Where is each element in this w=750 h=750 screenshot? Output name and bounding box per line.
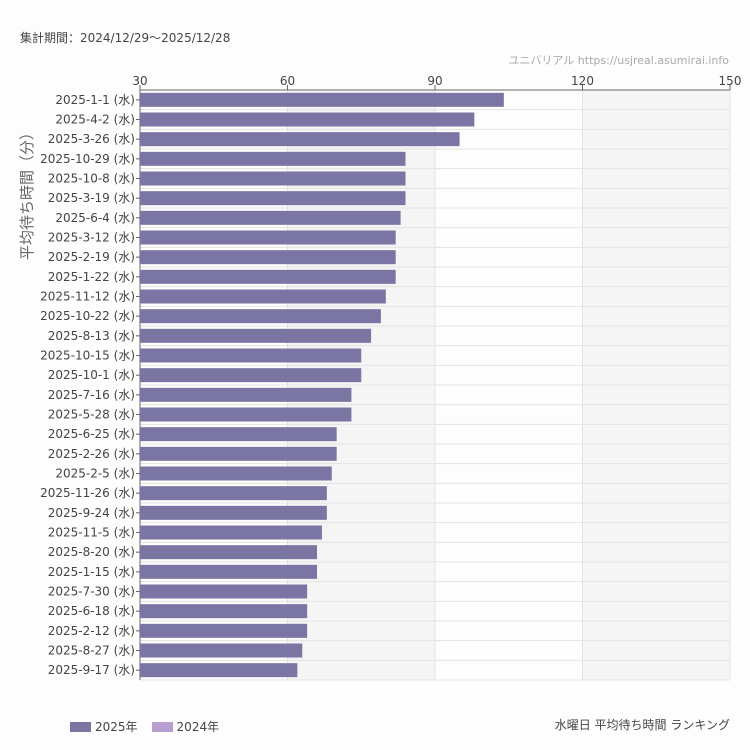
y-tick-label: 2025-7-16 (水): [48, 388, 135, 402]
x-tick-label: 30: [132, 74, 147, 88]
y-tick-label: 2025-6-4 (水): [55, 211, 135, 225]
legend-item-2025[interactable]: 2025年: [70, 718, 138, 735]
y-tick-label: 2025-1-15 (水): [48, 565, 135, 579]
bar: [140, 112, 475, 127]
bar: [140, 230, 396, 245]
bar: [140, 210, 401, 225]
y-tick-label: 2025-10-22 (水): [40, 309, 135, 323]
y-tick-label: 2025-6-18 (水): [48, 604, 135, 618]
bar: [140, 407, 352, 422]
legend-item-2024[interactable]: 2024年: [151, 718, 220, 735]
bar: [140, 486, 327, 501]
y-tick-label: 2025-8-13 (水): [48, 329, 135, 343]
y-tick-label: 2025-10-8 (水): [48, 172, 135, 186]
x-tick-label: 150: [719, 74, 742, 88]
x-tick-label: 60: [280, 74, 295, 88]
bar: [140, 564, 317, 579]
bar: [140, 446, 337, 461]
y-tick-label: 2025-2-19 (水): [48, 250, 135, 264]
bar: [140, 151, 406, 166]
bar: [140, 132, 460, 147]
y-tick-label: 2025-11-12 (水): [40, 290, 135, 304]
legend-label-2025: 2025年: [95, 720, 138, 734]
y-tick-label: 2025-8-20 (水): [48, 545, 135, 559]
legend-swatch-2025: [70, 721, 91, 732]
y-tick-label: 2025-3-26 (水): [48, 132, 135, 146]
y-tick-label: 2025-8-27 (水): [48, 644, 135, 658]
y-tick-label: 2025-11-26 (水): [40, 486, 135, 500]
bar: [140, 545, 317, 560]
bar: [140, 250, 396, 265]
y-tick-label: 2025-3-12 (水): [48, 231, 135, 245]
x-tick-label: 90: [427, 74, 442, 88]
period-label: 集計期間：2024/12/29〜2025/12/28: [20, 31, 231, 45]
bar: [140, 623, 308, 638]
bar: [140, 328, 372, 343]
bar: [140, 289, 386, 304]
site-credit: ユニバリアル https://usjreal.asumirai.info: [508, 54, 729, 67]
bar: [140, 643, 303, 658]
y-tick-label: 2025-9-24 (水): [48, 506, 135, 520]
y-tick-label: 2025-10-15 (水): [40, 349, 135, 363]
y-tick-label: 2025-4-2 (水): [55, 113, 135, 127]
bar: [140, 663, 298, 678]
y-tick-label: 2025-1-1 (水): [55, 93, 135, 107]
x-tick-label: 120: [571, 74, 594, 88]
y-tick-label: 2025-7-30 (水): [48, 585, 135, 599]
y-tick-label: 2025-6-25 (水): [48, 427, 135, 441]
y-tick-label: 2025-2-5 (水): [55, 467, 135, 481]
bar: [140, 604, 308, 619]
bar: [140, 348, 362, 363]
bar: [140, 92, 504, 107]
bar: [140, 387, 352, 402]
bar: [140, 427, 337, 442]
legend: 2025年 2024年: [70, 718, 219, 735]
bar: [140, 505, 327, 520]
bar: [140, 269, 396, 284]
y-tick-label: 2025-3-19 (水): [48, 191, 135, 205]
y-tick-label: 2025-2-26 (水): [48, 447, 135, 461]
bar: [140, 368, 362, 383]
y-tick-label: 2025-10-29 (水): [40, 152, 135, 166]
legend-label-2024: 2024年: [176, 720, 220, 734]
y-tick-label: 2025-5-28 (水): [48, 408, 135, 422]
legend-swatch-2024: [151, 721, 173, 732]
y-tick-label: 2025-11-5 (水): [48, 526, 135, 540]
bar: [140, 191, 406, 206]
y-tick-label: 2025-9-17 (水): [48, 663, 135, 677]
bar: [140, 466, 332, 481]
chart-title: 水曜日 平均待ち時間 ランキング: [554, 718, 730, 732]
y-tick-label: 2025-2-12 (水): [48, 624, 135, 638]
bar: [140, 525, 322, 540]
bar: [140, 309, 381, 324]
bar: [140, 171, 406, 186]
y-tick-label: 2025-10-1 (水): [48, 368, 135, 382]
y-tick-label: 2025-1-22 (水): [48, 270, 135, 284]
bar: [140, 584, 308, 599]
